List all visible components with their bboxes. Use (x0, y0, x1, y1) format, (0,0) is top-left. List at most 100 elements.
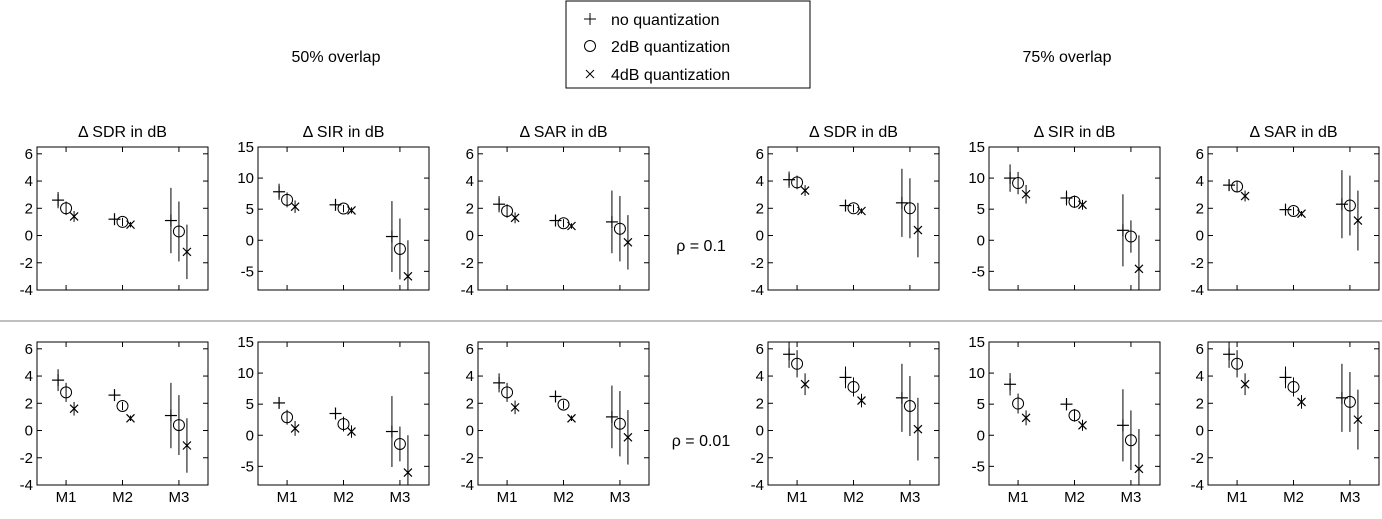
marker-plus (108, 389, 121, 402)
panel-1-6: Δ SAR in dB -4 -2 0 2 4 6 (1191, 124, 1380, 299)
data-points (52, 187, 192, 280)
marker-circle (172, 225, 185, 238)
plot-frame (477, 146, 650, 291)
y-tick-label: 0 (1196, 228, 1204, 245)
x-tick-label: M3 (390, 489, 411, 506)
x-tick-label: M1 (497, 489, 518, 506)
x-tick-label: M2 (333, 489, 354, 506)
marker-plus (385, 425, 398, 438)
y-tick-label: 6 (466, 146, 474, 163)
x-tick-label: M2 (553, 489, 574, 506)
marker-plus (1223, 179, 1236, 192)
marker-cross-b (567, 221, 576, 231)
y-tick-label: -4 (1191, 477, 1204, 494)
row-label-rho-0-01: ρ = 0.01 (672, 433, 731, 450)
y-tick-label: 0 (246, 427, 254, 444)
marker-plus (1116, 224, 1129, 237)
plot-frame (36, 341, 209, 486)
marker-cross-b (347, 427, 356, 436)
marker-circle (1287, 380, 1300, 393)
y-tick-label: 2 (466, 200, 474, 217)
plot-frame (477, 341, 650, 486)
marker-cross (623, 237, 633, 247)
marker-cross (857, 396, 866, 405)
y-tick-label: -2 (20, 255, 33, 272)
x-tick-label: M3 (900, 489, 921, 506)
marker-circle (1124, 434, 1137, 447)
y-tick-label: -2 (461, 255, 474, 272)
marker-plus (1279, 203, 1292, 216)
panel-1-1: Δ SDR in dB -4 -2 0 2 4 6 (20, 124, 209, 299)
x-tick-label: M3 (610, 489, 631, 506)
marker-cross-b (510, 213, 520, 223)
y-tick-label: -2 (1191, 255, 1204, 272)
y-tick-label: 15 (237, 139, 254, 156)
marker-cross-b (182, 441, 192, 450)
y-tick-label: 0 (977, 427, 985, 444)
marker-cross (1021, 189, 1031, 199)
marker-plus (493, 376, 506, 389)
data-points (783, 168, 923, 258)
marker-plus (895, 196, 908, 209)
data-points (783, 342, 923, 461)
data-points (273, 183, 413, 290)
legend-box (565, 0, 811, 89)
y-tick-label: 4 (466, 173, 474, 190)
legend-marker-cross (585, 69, 595, 79)
panel-2-5: -5 0 5 10 15 M1 M2 M3 (968, 334, 1161, 506)
data-points (273, 396, 413, 485)
marker-plus (329, 407, 342, 420)
y-tick-label: 2 (1196, 200, 1204, 217)
plot-frame (988, 146, 1161, 291)
y-tick-label: 0 (756, 228, 764, 245)
y-tick-label: 4 (25, 173, 33, 190)
y-tick-label: 0 (246, 232, 254, 249)
marker-cross-b (567, 413, 576, 423)
y-tick-label: 5 (246, 396, 254, 413)
marker-plus (1335, 198, 1348, 211)
y-tick-label: 4 (25, 368, 33, 385)
y-tick-label: 6 (25, 146, 33, 163)
y-tick-label: -2 (751, 255, 764, 272)
marker-cross (1297, 397, 1306, 407)
marker-circle (1343, 395, 1356, 408)
panel-title: Δ SAR in dB (1249, 124, 1337, 141)
y-tick-label: -2 (461, 450, 474, 467)
marker-circle (501, 386, 514, 399)
marker-plus (783, 348, 796, 361)
data-points (1223, 342, 1363, 450)
marker-cross (567, 221, 576, 231)
panel-2-1: -4 -2 0 2 4 6 M1 M2 M3 (20, 341, 209, 506)
y-tick-label: -4 (1191, 282, 1204, 299)
marker-plus (783, 173, 796, 186)
y-tick-label: 6 (25, 341, 33, 358)
marker-cross-b (857, 206, 866, 216)
marker-cross (1353, 216, 1363, 225)
panel-1-5: Δ SIR in dB -5 0 5 10 15 (968, 124, 1161, 291)
legend-label-no-quantization: no quantization (611, 12, 720, 29)
y-tick-label: 6 (756, 146, 764, 163)
data-points (493, 190, 633, 270)
panel-2-3: -4 -2 0 2 4 6 M1 M2 M3 (461, 341, 650, 506)
marker-cross-b (1134, 264, 1144, 274)
x-tick-label: M3 (1121, 489, 1142, 506)
legend-marker-circle (584, 40, 596, 52)
marker-cross (1240, 191, 1250, 201)
x-tick-label: M1 (1227, 489, 1248, 506)
marker-cross (403, 271, 413, 281)
panel-1-3: Δ SAR in dB -4 -2 0 2 4 6 (461, 124, 650, 299)
panel-1-4: Δ SDR in dB -4 -2 0 2 4 6 (751, 124, 940, 299)
y-tick-label: -4 (461, 282, 474, 299)
y-tick-label: -2 (20, 450, 33, 467)
marker-circle (393, 437, 406, 450)
marker-cross (1134, 264, 1144, 274)
x-tick-label: M2 (1064, 489, 1085, 506)
marker-cross (182, 247, 192, 257)
marker-circle (1231, 180, 1244, 193)
marker-plus (549, 214, 562, 227)
x-tick-label: M1 (1008, 489, 1029, 506)
marker-cross-b (347, 205, 356, 215)
marker-cross (347, 427, 356, 436)
marker-circle (1068, 409, 1081, 422)
